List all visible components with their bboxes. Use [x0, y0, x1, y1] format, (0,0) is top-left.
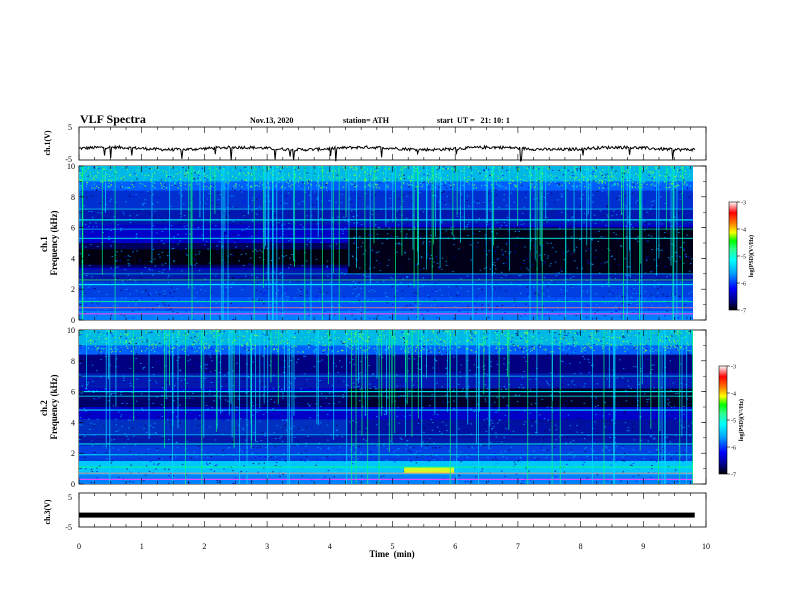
ch1-ylabel: ch.1(V): [43, 130, 52, 155]
ch1-colorbar-label: log(PSD)(V²/Hz): [748, 235, 755, 277]
y-tick-label: 0: [71, 480, 75, 489]
x-tick-label: 2: [202, 542, 206, 551]
y-tick-label: 6: [71, 224, 75, 233]
colorbar-tick-label: -6: [731, 446, 736, 452]
figure-date: Nov.13, 2020: [250, 116, 293, 125]
x-tick-label: 7: [516, 542, 520, 551]
figure-title: VLF Spectra: [80, 112, 146, 126]
y-tick-label: 4: [71, 418, 75, 427]
x-tick-label: 6: [453, 542, 457, 551]
colorbar-tick-label: -5: [741, 255, 746, 261]
x-tick-label: 10: [702, 542, 710, 551]
y-tick-label: 6: [71, 388, 75, 397]
x-axis-tick-labels: 0 1 2 3 4 5 6 7 8 9 10: [77, 542, 710, 551]
colorbar-tick-label: -4: [731, 392, 736, 398]
y-tick-label: 2: [71, 285, 75, 294]
colorbar-tick-label: -6: [741, 282, 746, 288]
colorbar-tick-label: -5: [731, 419, 736, 425]
x-tick-label: 4: [328, 542, 332, 551]
ch2-colorbar: -3 -4 -5 -6 -7 log(PSD)(V²/Hz): [718, 365, 745, 479]
y-tick-label: 8: [71, 357, 75, 366]
panel-ch1-spectrogram: 0 2 4 6 8 10 ch.1 Frequency (kHz) -3 -4 -5 -6 -7 …: [39, 162, 755, 325]
ch3-waveform-trace: [79, 512, 695, 518]
ch3-ytick-bottom: -5: [65, 523, 72, 532]
panel-ch2-spectrogram: 0 2 4 6 8 10 ch.2 Frequency (kHz) -3 -4 -5 -6 -7 …: [39, 326, 745, 489]
ch2-spectrogram-ylabel: ch.2 Frequency (kHz): [39, 374, 59, 439]
x-tick-label: 8: [579, 542, 583, 551]
figure-station: station= ATH: [343, 116, 390, 125]
ch1-spectrogram-ylabel: ch.1 Frequency (kHz): [39, 210, 59, 275]
figure-start-time: start UT = 21: 10: 1: [437, 116, 510, 125]
x-tick-label: 1: [140, 542, 144, 551]
ch3-ytick-top: 5: [68, 493, 72, 502]
ch1-spectrogram-image: [79, 166, 693, 320]
y-tick-label: 10: [67, 326, 75, 335]
colorbar-tick-label: -3: [731, 365, 736, 371]
y-tick-label: 0: [71, 316, 75, 325]
ch1-ytick-bottom: -5: [65, 155, 72, 164]
ch2-spectrogram-image: [79, 330, 693, 484]
y-tick-label: 8: [71, 193, 75, 202]
y-tick-label: 2: [71, 449, 75, 458]
x-axis-label: Time (min): [369, 549, 414, 559]
x-tick-label: 5: [391, 542, 395, 551]
x-tick-label: 3: [265, 542, 269, 551]
y-tick-label: 4: [71, 254, 75, 263]
panel-ch1-waveform: 5 -5 ch.1(V): [43, 123, 707, 164]
ch2-colorbar-label: log(PSD)(V²/Hz): [738, 399, 745, 441]
ch1-ytick-top: 5: [68, 123, 72, 132]
colorbar-tick-label: -7: [741, 309, 746, 315]
colorbar-tick-label: -7: [731, 473, 736, 479]
colorbar-tick-label: -4: [741, 228, 746, 234]
ch3-ylabel: ch.3(V): [43, 499, 52, 524]
y-tick-label: 10: [67, 162, 75, 171]
colorbar-tick-label: -3: [741, 201, 746, 207]
x-tick-label: 0: [77, 542, 81, 551]
panel-ch3-waveform: 5 -5 ch.3(V): [43, 492, 707, 532]
ch1-waveform-trace: [79, 144, 696, 163]
x-tick-label: 9: [641, 542, 645, 551]
ch1-colorbar: -3 -4 -5 -6 -7 log(PSD)(V²/Hz): [728, 201, 755, 315]
